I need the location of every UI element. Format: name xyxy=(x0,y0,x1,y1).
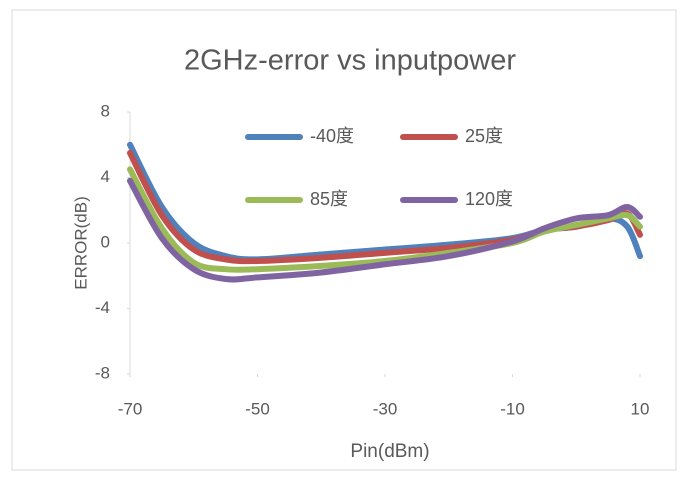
legend-text: 120度 xyxy=(465,189,513,209)
y-tick-label: 0 xyxy=(101,232,110,251)
x-tick-label: -50 xyxy=(245,399,270,418)
y-axis-label: ERROR(dB) xyxy=(71,196,90,290)
series-line xyxy=(127,166,643,273)
legend-text: -40度 xyxy=(310,126,354,146)
legend-text: 25度 xyxy=(465,126,503,146)
chart-border xyxy=(11,9,677,471)
x-tick-label: -70 xyxy=(118,399,143,418)
y-tick-label: -8 xyxy=(95,363,110,382)
series-line xyxy=(127,177,643,283)
x-axis-label: Pin(dBm) xyxy=(350,441,429,462)
x-tick-label: 10 xyxy=(631,399,650,418)
chart-title: 2GHz-error vs inputpower xyxy=(184,45,516,77)
x-tick-label: -30 xyxy=(373,399,398,418)
y-tick-label: -4 xyxy=(95,298,110,317)
y-tick-label: 4 xyxy=(101,167,110,186)
legend-text: 85度 xyxy=(310,189,348,209)
x-tick-label: -10 xyxy=(500,399,525,418)
y-tick-label: 8 xyxy=(101,101,110,120)
